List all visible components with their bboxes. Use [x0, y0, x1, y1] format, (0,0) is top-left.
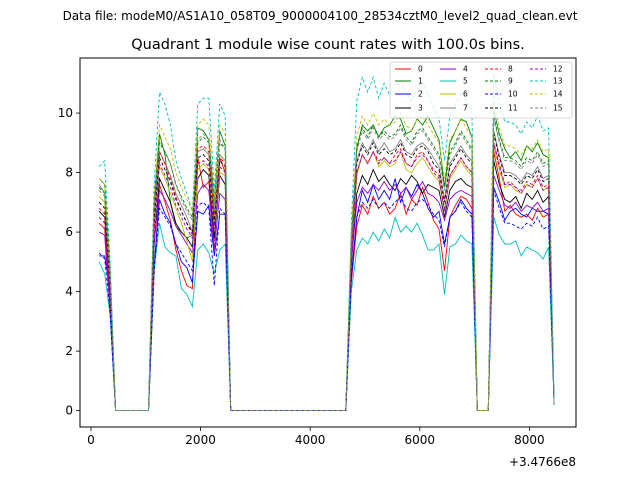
legend-box [389, 61, 573, 119]
y-tick-label: 6 [65, 225, 73, 239]
legend-label-7: 7 [463, 104, 468, 113]
y-tick-label: 10 [58, 106, 73, 120]
legend-label-12: 12 [553, 65, 563, 74]
y-tick-label: 2 [65, 344, 73, 358]
legend-label-8: 8 [508, 65, 513, 74]
x-tick-label: 2000 [185, 433, 216, 447]
chart-title: Quadrant 1 module wise count rates with … [131, 37, 525, 53]
legend-label-5: 5 [463, 77, 468, 86]
plot-frame [79, 57, 577, 428]
figure-suptitle: Data file: modeM0/AS1A10_058T09_90000041… [63, 9, 578, 23]
x-tick-label: 4000 [295, 433, 326, 447]
y-tick-label: 4 [65, 285, 73, 299]
legend-label-13: 13 [553, 77, 563, 86]
x-tick-label: 6000 [405, 433, 436, 447]
legend-label-4: 4 [463, 65, 468, 74]
x-tick-label: 0 [87, 433, 95, 447]
series-layer [98, 74, 555, 412]
x-offset-label: +3.4766e8 [509, 455, 576, 469]
legend-label-9: 9 [508, 77, 513, 86]
legend-label-0: 0 [418, 65, 423, 74]
legend-label-15: 15 [553, 104, 563, 113]
legend-label-14: 14 [553, 90, 563, 99]
legend-label-1: 1 [418, 77, 423, 86]
y-tick-label: 0 [65, 404, 73, 418]
legend-label-10: 10 [508, 90, 518, 99]
series-line-15 [98, 118, 555, 412]
legend-label-2: 2 [418, 90, 423, 99]
legend-label-6: 6 [463, 90, 468, 99]
legend-label-3: 3 [418, 104, 423, 113]
x-tick-label: 8000 [514, 433, 545, 447]
y-tick-label: 8 [65, 166, 73, 180]
legend-label-11: 11 [508, 104, 518, 113]
axis-ticks: 0 2000 4000 6000 8000 0 2 4 6 8 10 [58, 106, 545, 447]
